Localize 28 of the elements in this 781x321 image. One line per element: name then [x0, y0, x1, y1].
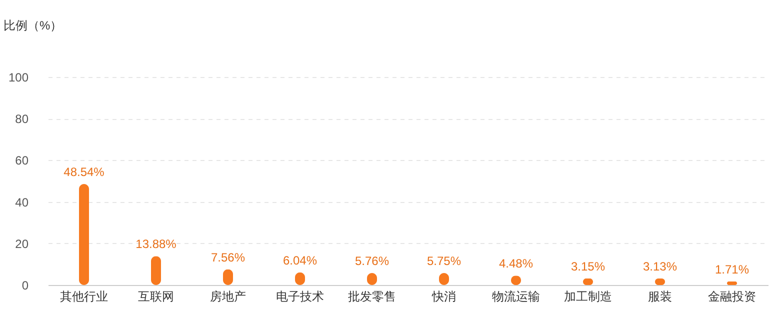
x-tick-label: 金融投资 [708, 290, 756, 304]
x-tick-label: 批发零售 [348, 290, 396, 304]
x-tick-label: 电子技术 [276, 290, 324, 304]
data-label: 48.54% [64, 165, 105, 180]
x-tick-label: 服装 [648, 290, 672, 304]
y-tick-label: 0 [22, 278, 29, 292]
x-tick-label: 快消 [431, 290, 456, 304]
y-tick-label: 20 [15, 236, 29, 251]
data-label: 5.76% [354, 254, 390, 268]
y-axis-title: 比例（%） [4, 18, 62, 32]
y-tick-label: 40 [15, 195, 29, 210]
y-tick-label: 100 [8, 70, 29, 84]
data-label: 4.48% [498, 256, 534, 271]
y-tick-label: 60 [15, 154, 29, 168]
data-label: 3.13% [642, 259, 678, 274]
x-tick-label: 互联网 [138, 290, 174, 304]
y-tick-label: 80 [15, 112, 29, 126]
data-label: 6.04% [282, 253, 318, 268]
bar [79, 184, 89, 285]
data-label: 3.15% [570, 259, 606, 274]
data-label: 1.71% [714, 262, 750, 276]
x-tick-label: 加工制造 [564, 290, 612, 304]
x-tick-label: 其他行业 [60, 290, 108, 304]
x-tick-label: 房地产 [210, 290, 246, 304]
x-tick-label: 物流运输 [492, 290, 540, 304]
data-label: 13.88% [136, 237, 177, 252]
data-label: 7.56% [210, 250, 246, 264]
data-label: 5.75% [426, 254, 462, 268]
